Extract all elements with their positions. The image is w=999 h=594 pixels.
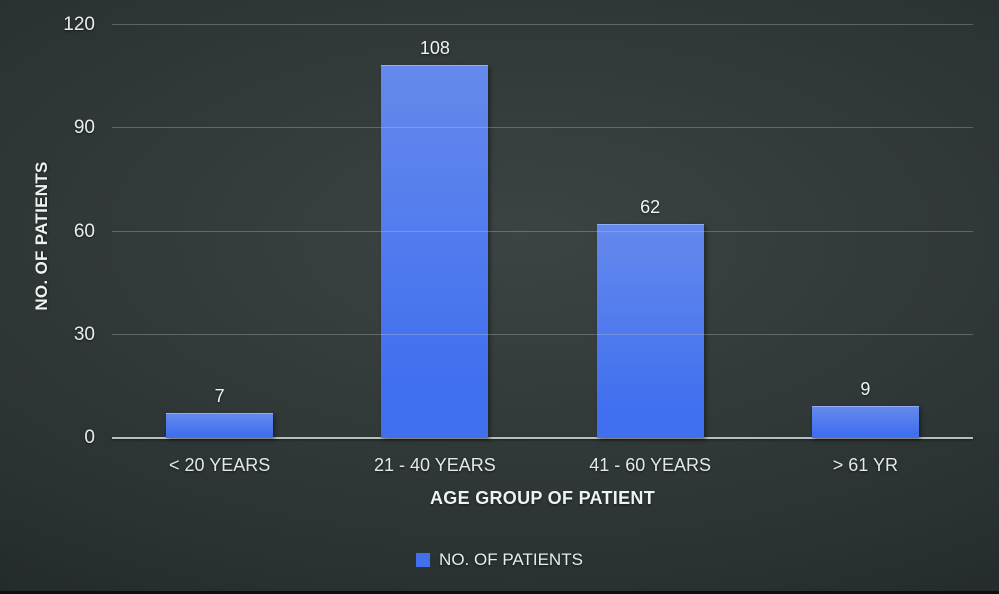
y-tick-label: 30 xyxy=(73,323,95,345)
y-tick-label: 0 xyxy=(84,427,95,448)
plot-area: 7 108 62 9 0 30 60 90 120 xyxy=(63,14,973,448)
bar-value-label: 7 xyxy=(214,385,225,406)
legend-swatch xyxy=(416,553,431,567)
bar xyxy=(811,406,919,438)
gridline xyxy=(112,24,973,25)
legend: NO. OF PATIENTS xyxy=(0,546,999,574)
x-category-label: > 61 YR xyxy=(832,455,898,475)
y-tick-label: 120 xyxy=(63,14,95,35)
bar-slot: 7 xyxy=(112,25,327,438)
gridline xyxy=(112,230,973,232)
y-tick-label: 60 xyxy=(73,220,95,242)
bar xyxy=(166,412,274,438)
legend-label: NO. OF PATIENTS xyxy=(439,550,583,569)
y-tick-label: 90 xyxy=(73,117,95,139)
x-tick-labels: < 20 YEARS 21 - 40 YEARS 41 - 60 YEARS > 61… xyxy=(112,452,973,478)
x-category-label: < 20 YEARS xyxy=(169,455,271,475)
bar-value-label: 108 xyxy=(419,38,450,59)
bar xyxy=(381,65,489,438)
gridline xyxy=(112,127,973,129)
x-axis-title: AGE GROUP OF PATIENT xyxy=(429,488,655,508)
bar-slot: 9 xyxy=(758,25,973,438)
bar-slot: 108 xyxy=(327,25,542,438)
bars: 7 108 62 9 xyxy=(112,25,973,438)
gridline xyxy=(112,333,973,335)
bar-value-label: 9 xyxy=(860,379,871,400)
bar-value-label: 62 xyxy=(640,196,661,217)
x-category-label: 41 - 60 YEARS xyxy=(589,455,711,475)
bar-slot: 62 xyxy=(543,25,758,438)
x-category-label: 21 - 40 YEARS xyxy=(374,455,496,475)
bottom-border xyxy=(0,591,999,594)
x-axis-line xyxy=(112,437,973,439)
bar xyxy=(596,223,704,438)
